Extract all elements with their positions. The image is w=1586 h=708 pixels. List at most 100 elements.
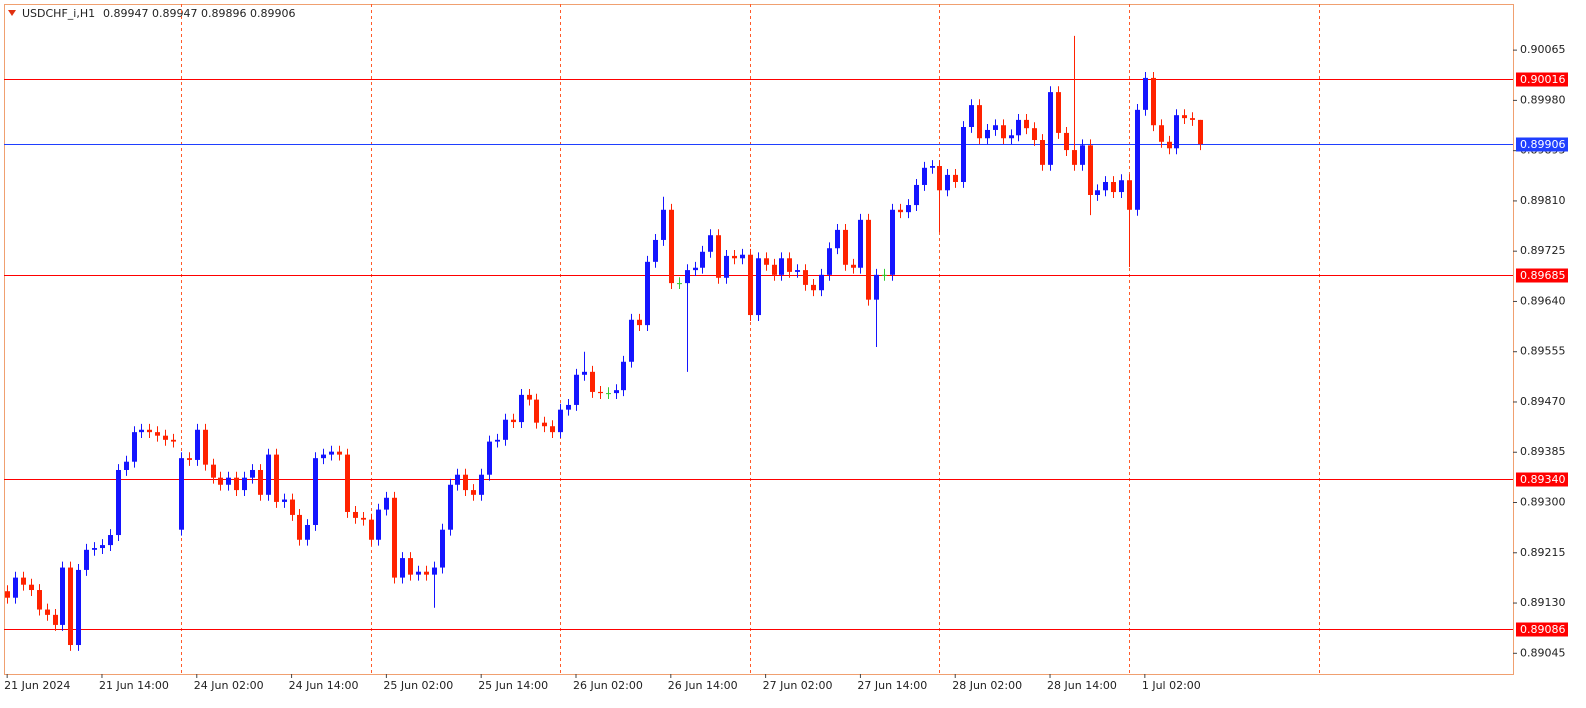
candle-body	[1119, 180, 1124, 193]
x-tick-label: 28 Jun 14:00	[1047, 679, 1117, 692]
candle-body	[361, 517, 366, 520]
candle-body	[1182, 115, 1187, 119]
candle-body	[416, 571, 421, 575]
candle-body	[756, 258, 761, 316]
candle-body	[748, 254, 753, 316]
candle-body	[835, 229, 840, 249]
candle-body	[890, 209, 895, 275]
candle-body	[693, 267, 698, 271]
candle-body	[511, 419, 516, 423]
candle-body	[1032, 128, 1037, 141]
candle-body	[139, 429, 144, 433]
candle-body	[503, 419, 508, 440]
candle-body	[471, 490, 476, 495]
candle-body	[898, 209, 903, 213]
candle-body	[930, 166, 935, 168]
candle-body	[1143, 77, 1148, 110]
x-tick-label: 28 Jun 02:00	[952, 679, 1022, 692]
candle-body	[92, 548, 97, 550]
candle-body	[369, 519, 374, 540]
candle-body	[1198, 119, 1203, 145]
y-tick-label: 0.89470	[1520, 395, 1566, 408]
candle-body	[321, 454, 326, 459]
candle-body	[542, 422, 547, 427]
candle-body	[779, 258, 784, 275]
x-tick-label: 27 Jun 02:00	[763, 679, 833, 692]
candle-body	[621, 361, 626, 391]
candle-body	[376, 509, 381, 540]
candle-body	[558, 409, 563, 433]
candle-body	[550, 426, 555, 433]
candle-body	[953, 174, 958, 182]
candle-body	[914, 184, 919, 206]
candle-body	[1174, 115, 1179, 149]
candle-body	[1088, 145, 1093, 196]
candle-body	[100, 545, 105, 549]
candle-body	[400, 558, 405, 578]
symbol: USDCHF_i,H1	[22, 7, 95, 20]
candle-body	[53, 614, 58, 625]
candle-body	[226, 477, 231, 485]
candle-body	[479, 474, 484, 495]
x-tick-label: 26 Jun 02:00	[573, 679, 643, 692]
candle-body	[614, 390, 619, 394]
candle-body	[313, 458, 318, 525]
candle-body	[234, 477, 239, 491]
price-level-label: 0.89685	[1520, 269, 1566, 282]
candle-body	[653, 239, 658, 262]
y-tick-label: 0.89130	[1520, 596, 1566, 609]
candle-body	[906, 205, 911, 213]
candle-body	[527, 394, 532, 400]
header-close: 0.89906	[250, 7, 296, 20]
candle-body	[724, 255, 729, 278]
candle-body	[961, 127, 966, 182]
candle-body	[1103, 181, 1108, 191]
candle-body	[424, 571, 429, 575]
candle-body	[945, 174, 950, 191]
candle-body	[795, 270, 800, 272]
candle-body	[993, 125, 998, 130]
candle-body	[132, 432, 137, 462]
candle-body	[274, 454, 279, 502]
y-tick-label: 0.89810	[1520, 194, 1566, 207]
candle-body	[590, 371, 595, 392]
candle-body	[874, 274, 879, 300]
candle-body	[13, 577, 18, 598]
candle-body	[866, 219, 871, 300]
candle-body	[45, 609, 50, 615]
x-tick-label: 1 Jul 02:00	[1142, 679, 1201, 692]
candle-body	[76, 569, 81, 646]
x-tick-label: 21 Jun 2024	[4, 679, 70, 692]
candle-body	[305, 524, 310, 540]
candle-body	[1072, 150, 1077, 165]
candle-body	[803, 270, 808, 285]
candle-body	[37, 590, 42, 610]
candle-body	[700, 251, 705, 268]
y-tick-label: 0.89300	[1520, 496, 1566, 509]
candle-body	[1159, 125, 1164, 142]
x-tick-label: 21 Jun 14:00	[99, 679, 169, 692]
candle-body	[440, 529, 445, 568]
candle-body	[463, 474, 468, 491]
candle-body	[669, 209, 674, 284]
candle-body	[732, 255, 737, 259]
candle-body	[155, 432, 160, 436]
candle-body	[345, 454, 350, 512]
x-tick-label: 24 Jun 02:00	[194, 679, 264, 692]
candle-body	[1009, 135, 1014, 139]
candle-body	[787, 258, 792, 272]
candle-body	[827, 248, 832, 275]
candle-body	[329, 451, 334, 455]
candle-body	[1048, 92, 1053, 165]
y-tick-label: 0.89980	[1520, 93, 1566, 106]
candle-body	[882, 274, 887, 276]
candle-body	[534, 399, 539, 423]
candle-body	[1024, 119, 1029, 129]
candle-body	[708, 235, 713, 252]
candle-body	[819, 274, 824, 291]
candle-body	[84, 549, 89, 570]
candle-body	[1127, 180, 1132, 210]
candle-body	[811, 284, 816, 291]
